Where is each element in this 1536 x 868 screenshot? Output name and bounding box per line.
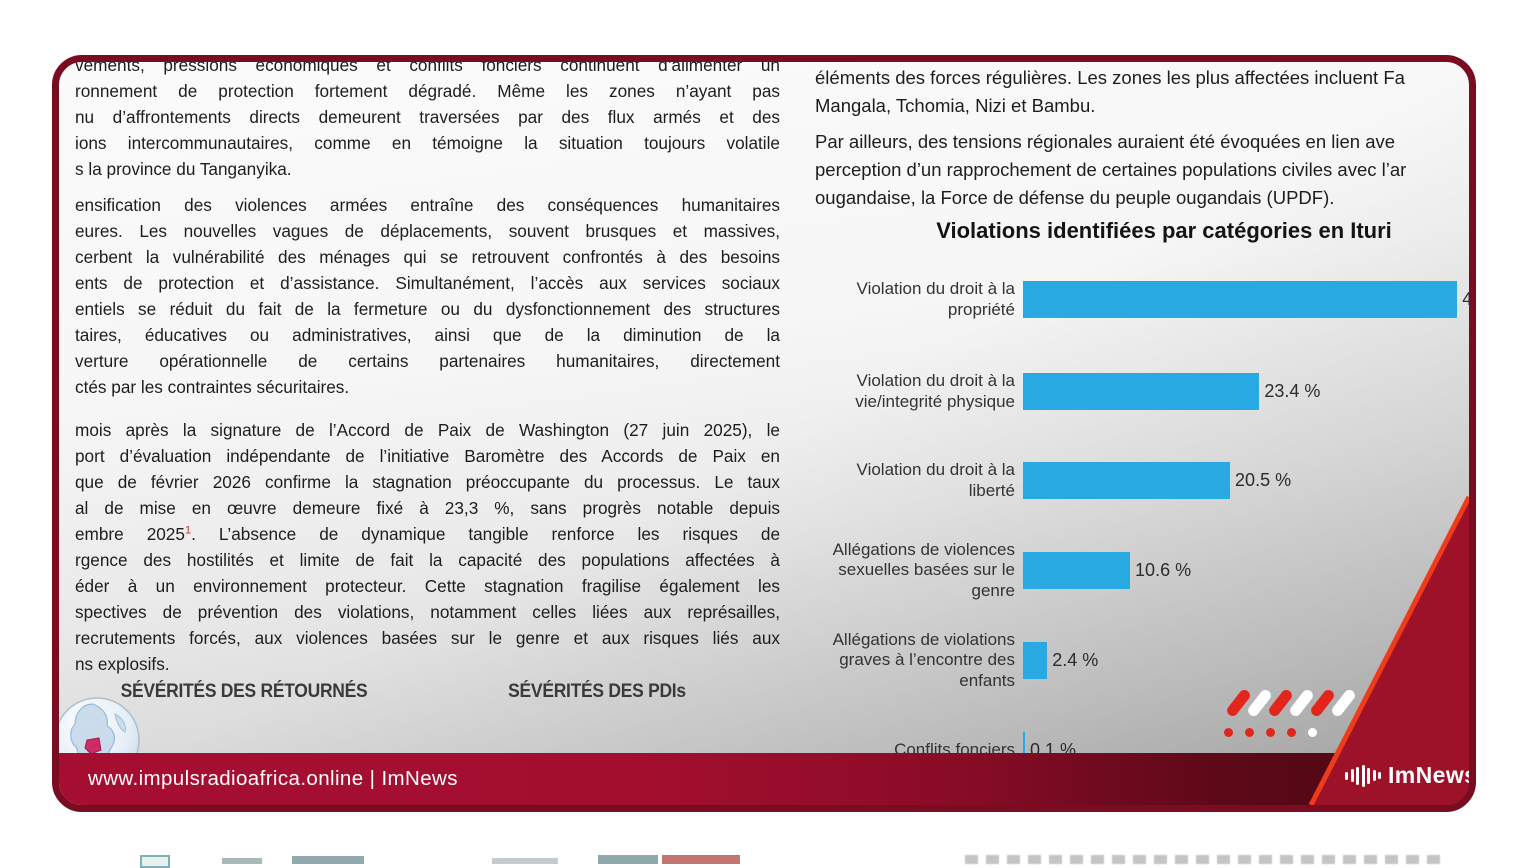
footer-bar: www.impulsradioafrica.online | ImNews bbox=[59, 753, 1469, 805]
text-line: verture opérationnelle de certains parte… bbox=[75, 351, 780, 371]
text-line: eures. Les nouvelles vagues de déplaceme… bbox=[75, 221, 780, 241]
slash-dot bbox=[1266, 728, 1275, 737]
next-page-fragment bbox=[140, 855, 170, 868]
text-line: port d’évaluation indépendante de l’init… bbox=[75, 446, 780, 466]
text-line: ctés par les contraintes sécuritaires. bbox=[75, 377, 350, 397]
map-heading-pdis: SÉVÉRITÉS DES PDIs bbox=[508, 681, 686, 702]
text-line: entiels se réduit du fait de la fermetur… bbox=[75, 299, 780, 319]
text-line: nu d’affrontements directs demeurent tra… bbox=[75, 107, 780, 127]
chart-bar bbox=[1023, 642, 1048, 679]
chart-category-label: Violation du droit à la vie/integrité ph… bbox=[855, 371, 1015, 411]
text-line: Par ailleurs, des tensions régionales au… bbox=[815, 131, 1396, 152]
footer-url: www.impulsradioafrica.online | ImNews bbox=[88, 767, 458, 790]
imnews-equalizer-icon bbox=[1345, 764, 1381, 787]
chart-title: Violations identifiées par catégories en… bbox=[936, 218, 1392, 243]
imnews-logo: ImNews bbox=[1345, 762, 1476, 789]
paragraph: Par ailleurs, des tensions régionales au… bbox=[815, 128, 1406, 212]
text-line: vements, pressions économiques et confli… bbox=[75, 55, 780, 75]
next-page-fragment bbox=[662, 855, 740, 864]
text-line: rgence des hostilités et limite de fait … bbox=[75, 550, 780, 570]
paragraph: ensification des violences armées entraî… bbox=[75, 192, 780, 400]
equalizer-bar bbox=[1361, 764, 1365, 787]
slash-dot bbox=[1287, 728, 1296, 737]
equalizer-bar bbox=[1345, 771, 1348, 780]
chart-value-label: 43.0 % bbox=[1462, 289, 1473, 309]
equalizer-bar bbox=[1356, 766, 1359, 785]
equalizer-bar bbox=[1367, 767, 1370, 784]
slash-dot bbox=[1308, 728, 1317, 737]
slash-dot bbox=[1245, 728, 1254, 737]
imnews-brand-text: ImNews bbox=[1388, 762, 1476, 788]
text-line: spectives de prévention des violations, … bbox=[75, 602, 780, 622]
next-page-fragment bbox=[598, 855, 658, 864]
chart-value-label: 2.4 % bbox=[1052, 650, 1099, 670]
text-line: s la province du Tanganyika. bbox=[75, 159, 292, 179]
chart-bar bbox=[1023, 552, 1131, 589]
left-text-column: vements, pressions économiques et confli… bbox=[59, 62, 819, 805]
document-frame: vements, pressions économiques et confli… bbox=[52, 55, 1476, 812]
equalizer-bar bbox=[1378, 772, 1381, 779]
chart-category-label: Violation du droit à la liberté bbox=[856, 460, 1015, 500]
equalizer-bar bbox=[1372, 770, 1376, 781]
footnote-marker: 1 bbox=[184, 524, 192, 537]
chart-bar bbox=[1023, 462, 1231, 499]
text-line: que de février 2026 confirme la stagnati… bbox=[75, 472, 780, 492]
chart-value-label: 23.4 % bbox=[1264, 381, 1321, 401]
text-line: Mangala, Tchomia, Nizi et Bambu. bbox=[815, 95, 1096, 116]
chart-bar bbox=[1023, 373, 1260, 410]
text-line: ougandaise, la Force de défense du peupl… bbox=[815, 187, 1335, 208]
text-line: éder à un environnement protecteur. Cett… bbox=[75, 576, 780, 596]
text-line: éléments des forces régulières. Les zone… bbox=[815, 67, 1405, 88]
chart-bar bbox=[1023, 732, 1025, 769]
text-line: cerbent la vulnérabilité des ménages qui… bbox=[75, 247, 780, 267]
chart-category-label: Allégations de violations graves à l’enc… bbox=[832, 629, 1015, 690]
chart-category-label: Violation du droit à la propriété bbox=[856, 279, 1015, 319]
paragraph: mois après la signature de l’Accord de P… bbox=[75, 417, 780, 677]
text-line: mois après la signature de l’Accord de P… bbox=[75, 420, 780, 440]
map-heading-retournes: SÉVÉRITÉS DES RÉTOURNÉS bbox=[120, 681, 368, 702]
equalizer-bar bbox=[1350, 769, 1354, 782]
paragraph: vements, pressions économiques et confli… bbox=[75, 55, 780, 182]
next-page-text-fragment bbox=[965, 855, 1445, 864]
next-page-fragment bbox=[492, 858, 558, 864]
text-line: ents de protection et d’assistance. Simu… bbox=[75, 273, 780, 293]
impuls-slash-logo bbox=[1223, 686, 1373, 750]
chart-value-label: 20.5 % bbox=[1235, 470, 1292, 490]
slash-mark bbox=[1329, 687, 1358, 719]
chart-value-label: 10.6 % bbox=[1135, 560, 1192, 580]
chart-bar bbox=[1023, 281, 1458, 318]
text-line: al de mise en œuvre demeure fixé à 23,3 … bbox=[75, 498, 780, 518]
chart-category-label: Allégations de violences sexuelles basée… bbox=[832, 539, 1015, 600]
text-line: ions intercommunautaires, comme en témoi… bbox=[75, 133, 780, 153]
slash-dot bbox=[1224, 728, 1233, 737]
text-line: ronnement de protection fortement dégrad… bbox=[75, 81, 780, 101]
text-line: perception d’un rapprochement de certain… bbox=[815, 159, 1407, 180]
paragraph: éléments des forces régulières. Les zone… bbox=[815, 64, 1405, 120]
text-line: ensification des violences armées entraî… bbox=[75, 195, 780, 215]
next-page-fragment bbox=[222, 858, 262, 864]
text-line: taires, éducatives ou administratives, a… bbox=[75, 325, 780, 345]
text-line: recrutements forcés, aux violences basée… bbox=[75, 628, 780, 648]
next-page-fragment bbox=[292, 856, 364, 864]
text-line: ns explosifs. bbox=[75, 654, 170, 674]
text-line: embre 20251. L’absence de dynamique tang… bbox=[75, 524, 780, 544]
